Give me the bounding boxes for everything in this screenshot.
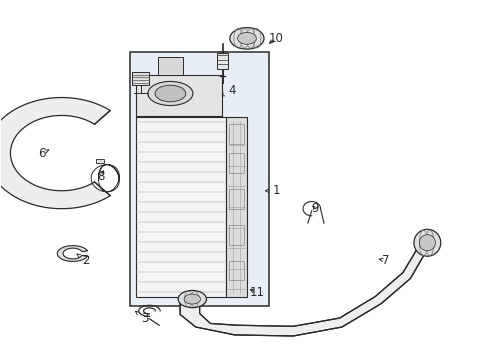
Polygon shape xyxy=(0,98,110,209)
Ellipse shape xyxy=(237,32,256,44)
Text: 5: 5 xyxy=(136,82,148,95)
Bar xyxy=(228,125,244,144)
Bar xyxy=(216,53,228,69)
Bar xyxy=(130,51,268,306)
Bar xyxy=(228,261,244,280)
Text: 2: 2 xyxy=(77,254,90,267)
Text: 6: 6 xyxy=(39,147,49,159)
Text: 9: 9 xyxy=(311,202,318,215)
Bar xyxy=(226,117,246,297)
Bar xyxy=(132,72,149,85)
Ellipse shape xyxy=(178,291,206,308)
Polygon shape xyxy=(57,246,87,261)
Text: 10: 10 xyxy=(268,32,283,45)
Text: 3: 3 xyxy=(135,311,148,325)
Ellipse shape xyxy=(418,235,434,251)
Text: 7: 7 xyxy=(379,254,389,267)
Bar xyxy=(136,117,226,297)
Bar xyxy=(228,225,244,244)
Bar xyxy=(96,159,104,163)
Ellipse shape xyxy=(184,294,200,304)
Ellipse shape xyxy=(413,229,440,256)
Ellipse shape xyxy=(155,85,185,102)
Text: 4: 4 xyxy=(221,84,236,97)
Bar xyxy=(228,153,244,173)
Text: 8: 8 xyxy=(97,170,104,183)
Polygon shape xyxy=(180,237,428,336)
Bar xyxy=(228,189,244,209)
Ellipse shape xyxy=(229,28,264,49)
Ellipse shape xyxy=(147,81,193,105)
Text: 11: 11 xyxy=(249,287,264,300)
Bar xyxy=(158,57,182,75)
Text: 1: 1 xyxy=(265,184,279,197)
Bar xyxy=(136,75,221,116)
